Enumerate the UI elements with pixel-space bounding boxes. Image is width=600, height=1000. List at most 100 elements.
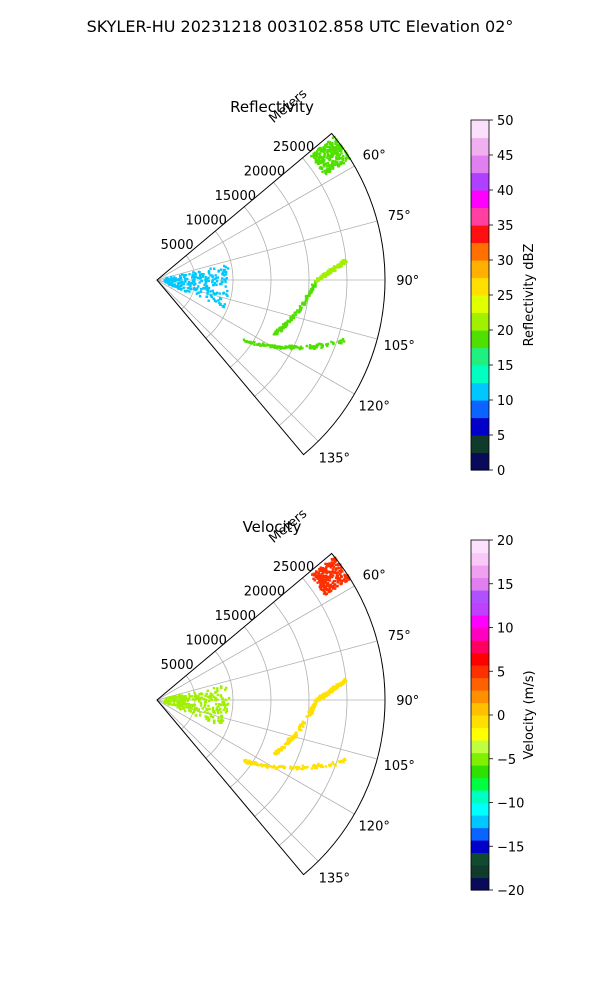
- echo-gate: [174, 285, 177, 288]
- echo-gate: [312, 702, 316, 706]
- echo-gate: [323, 153, 326, 157]
- echo-gate: [225, 270, 228, 274]
- echo-gate: [326, 154, 329, 157]
- echo-gate: [193, 272, 197, 275]
- echo-gate: [338, 569, 341, 573]
- echo-gate: [328, 157, 332, 161]
- echo-gate: [319, 580, 323, 583]
- echo-gate: [329, 142, 333, 146]
- echo-gate: [216, 693, 220, 697]
- echo-gate: [334, 686, 338, 689]
- echo-gate: [225, 707, 228, 711]
- echo-gate: [328, 150, 332, 153]
- echo-gate: [334, 567, 338, 570]
- range-ring: [205, 230, 234, 339]
- echo-gate: [195, 287, 199, 290]
- echo-gate: [341, 570, 344, 573]
- echo-gate: [208, 707, 211, 711]
- azimuth-spoke: [156, 165, 355, 281]
- echo-gate: [319, 582, 322, 585]
- echo-gate: [243, 759, 246, 763]
- echo-gate: [202, 274, 205, 277]
- echo-gate: [207, 719, 210, 722]
- echo-gate: [214, 702, 218, 706]
- echo-gate: [211, 693, 214, 696]
- echo-gate: [193, 691, 196, 694]
- echo-gate: [310, 767, 314, 770]
- echo-gate: [184, 280, 187, 283]
- echo-gate: [324, 274, 327, 278]
- echo-gate: [314, 575, 318, 579]
- azimuth-spoke: [156, 699, 319, 862]
- echo-gate: [250, 762, 253, 766]
- echo-gate: [310, 573, 314, 576]
- range-tick-label: 10000: [186, 633, 227, 648]
- echo-gate: [320, 278, 323, 281]
- echo-gate: [342, 682, 345, 685]
- colorbar-tick-label: −5: [497, 753, 516, 768]
- echo-gate: [313, 699, 316, 702]
- echo-gate: [212, 291, 215, 295]
- echo-gate: [185, 290, 188, 293]
- azimuth-spoke: [156, 220, 378, 281]
- echo-gate: [268, 764, 271, 768]
- echo-gate: [321, 170, 324, 174]
- echo-gate: [339, 682, 343, 686]
- echo-gate: [262, 344, 266, 347]
- echo-gate: [324, 562, 327, 566]
- echo-gate: [324, 171, 327, 174]
- echo-gate: [296, 767, 299, 770]
- echo-gate: [215, 706, 219, 709]
- echo-gate: [213, 719, 216, 722]
- echo-gate: [207, 718, 211, 721]
- echo-gate: [309, 712, 312, 715]
- colorbar-swatch: [471, 435, 489, 454]
- echo-gate: [190, 276, 194, 279]
- echo-gate: [222, 292, 225, 295]
- echo-gate: [327, 157, 331, 161]
- echo-gate: [331, 136, 335, 140]
- echo-gate: [226, 267, 230, 270]
- echo-gate: [318, 579, 321, 582]
- echo-gate: [265, 764, 268, 767]
- echo-gate: [165, 701, 168, 705]
- echo-gate: [182, 274, 185, 277]
- echo-gate: [219, 711, 223, 714]
- echo-gate: [273, 345, 276, 348]
- echo-gate: [298, 724, 302, 727]
- echo-gate: [210, 698, 214, 702]
- echo-gate: [201, 273, 204, 276]
- echo-gate: [213, 267, 216, 270]
- echo-gate: [176, 287, 180, 290]
- echo-gate: [217, 269, 220, 272]
- echo-gate: [314, 285, 317, 288]
- echo-gate: [305, 299, 308, 302]
- echo-gate: [280, 745, 284, 749]
- echo-gate: [334, 142, 337, 146]
- colorbar-swatch: [471, 877, 489, 891]
- echo-gate: [224, 698, 228, 702]
- echo-gate: [324, 579, 328, 583]
- echo-gate: [335, 161, 338, 164]
- echo-gate: [324, 566, 328, 569]
- echo-gate: [327, 145, 330, 148]
- echo-gate: [301, 303, 304, 306]
- echo-gate: [223, 264, 226, 268]
- echo-gate: [335, 140, 339, 143]
- echo-gate: [279, 346, 283, 349]
- echo-gate: [207, 704, 210, 708]
- echo-gate: [227, 696, 231, 700]
- colorbar-swatch: [471, 640, 489, 654]
- echo-gate: [308, 294, 311, 297]
- echo-gate: [226, 289, 229, 293]
- echo-gate: [327, 590, 330, 593]
- colorbar-swatch: [471, 690, 489, 704]
- echo-gate: [338, 163, 341, 167]
- echo-gate: [332, 341, 335, 345]
- echo-gate: [199, 275, 202, 279]
- echo-gate: [345, 574, 349, 578]
- colorbar-swatch: [471, 677, 489, 691]
- echo-gate: [301, 764, 304, 767]
- echo-gate: [175, 285, 179, 289]
- colorbar-label: Velocity (m/s): [522, 670, 537, 759]
